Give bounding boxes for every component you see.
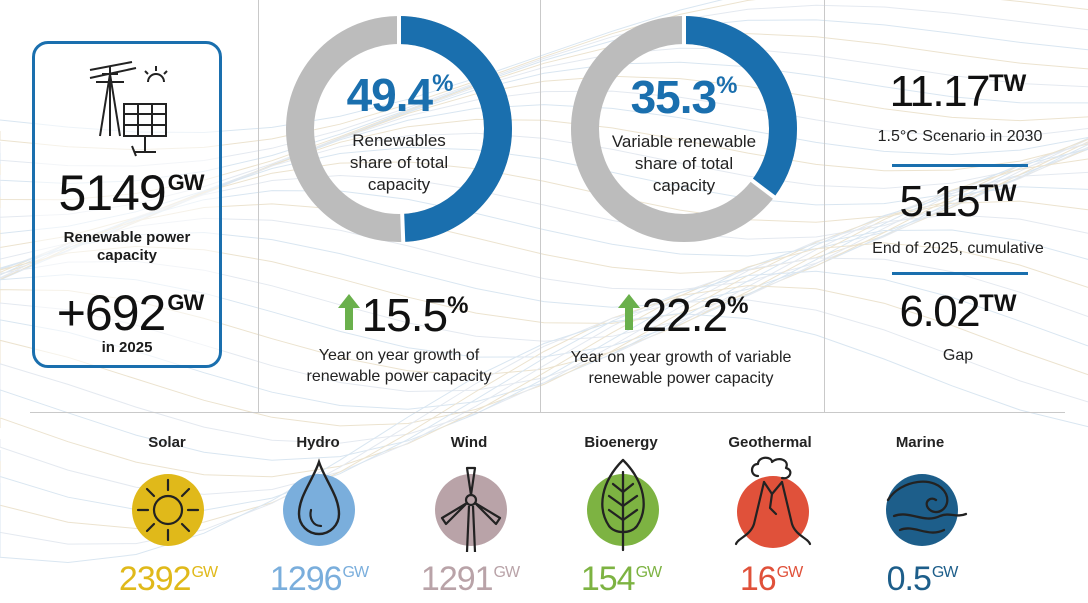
variable-share-unit: % [716, 72, 738, 99]
tech-unit-marine: GW [931, 564, 959, 581]
tech-number-marine: 0.5 [886, 560, 932, 598]
power-infrastructure-icon [89, 61, 168, 157]
tech-value-wind: 1291GW [390, 562, 550, 596]
background-wave-line [0, 229, 1088, 461]
renewables-share-number: 49.4 [346, 69, 434, 121]
wave-icon [886, 474, 968, 546]
variable-growth-label: Year on year growth of variable renewabl… [545, 347, 817, 389]
up-arrow-icon [337, 294, 360, 330]
separator-1 [258, 0, 259, 412]
variable-share-value: 35.3% [584, 70, 784, 124]
wind-turbine-icon [435, 466, 507, 553]
tech-number-geothermal: 16 [739, 560, 777, 598]
variable-growth-unit: % [727, 292, 749, 319]
variable-growth-label-line-2: renewable power capacity [588, 370, 774, 387]
tech-name-hydro: Hydro [296, 434, 340, 451]
tech-number-hydro: 1296 [269, 560, 343, 598]
leaf-icon [587, 458, 659, 552]
renewables-share-donut [286, 16, 512, 242]
tech-number-wind: 1291 [420, 560, 494, 598]
tech-number-solar: 2392 [118, 560, 192, 598]
renewables-share-label-line-2: share of total [349, 153, 449, 172]
renewables-growth-label-line-1: Year on year growth of [318, 347, 480, 364]
scenario-unit: TW [989, 70, 1027, 97]
tech-unit-solar: GW [191, 564, 219, 581]
renewables-growth-label-line-2: renewable power capacity [306, 368, 492, 385]
variable-share-label-line-3: capacity [652, 176, 716, 195]
added-capacity-label: in 2025 [101, 339, 153, 356]
added-capacity-value: +692GW [40, 288, 220, 338]
background-wave-line [0, 257, 1088, 495]
cumulative-unit: TW [979, 180, 1017, 207]
variable-growth: 22.2% [572, 292, 792, 338]
volcano-icon [734, 456, 812, 548]
tech-value-marine: 0.5GW [842, 562, 1002, 596]
gap-number: 6.02 [899, 287, 981, 336]
variable-share-label-line-1: Variable renewable [611, 132, 757, 151]
tech-name-wind: Wind [450, 434, 488, 451]
variable-share-label-line-2: share of total [634, 154, 734, 173]
tech-value-geothermal: 16GW [691, 562, 851, 596]
tech-name-bioenergy: Bioenergy [584, 434, 658, 451]
gap-label: Gap [942, 347, 974, 364]
variable-share-label: Variable renewable share of total capaci… [594, 131, 774, 197]
tech-name-geothermal: Geothermal [728, 434, 812, 451]
tech-number-bioenergy: 154 [580, 560, 636, 598]
added-capacity-unit: GW [167, 290, 204, 315]
separator-2 [540, 0, 541, 412]
tech-unit-wind: GW [493, 564, 521, 581]
target-divider-1 [892, 164, 1028, 167]
donut-slice-gap [400, 212, 406, 242]
variable-growth-label-line-1: Year on year growth of variable [570, 349, 792, 366]
scenario-number: 11.17 [889, 67, 991, 116]
renewables-growth: 15.5% [292, 292, 512, 338]
renewables-growth-unit: % [447, 292, 469, 319]
sun-icon [132, 474, 204, 546]
background-wave-line [0, 214, 1088, 444]
background-wave-line [0, 285, 1088, 530]
tech-unit-hydro: GW [342, 564, 370, 581]
capacity-value: 5149GW [46, 168, 216, 218]
scenario-value: 11.17TW [838, 70, 1078, 114]
cumulative-value: 5.15TW [838, 180, 1078, 224]
capacity-label: Renewable power capacity [63, 229, 191, 264]
variable-share-number: 35.3 [630, 71, 718, 123]
renewables-growth-number: 15.5 [361, 289, 449, 341]
gap-unit: TW [979, 290, 1017, 317]
cumulative-label: End of 2025, cumulative [872, 240, 1044, 257]
tech-value-solar: 2392GW [88, 562, 248, 596]
scenario-label: 1.5°C Scenario in 2030 [877, 128, 1043, 145]
background-wave-line [0, 312, 1088, 564]
row-divider [30, 412, 1065, 413]
capacity-unit: GW [167, 170, 205, 195]
separator-3 [824, 0, 825, 412]
renewables-share-unit: % [432, 70, 454, 97]
tech-name-solar: Solar [148, 434, 186, 451]
added-capacity-number: +692 [56, 285, 167, 341]
renewables-share-label-line-3: capacity [367, 175, 431, 194]
tech-unit-geothermal: GW [776, 564, 804, 581]
renewables-growth-label: Year on year growth of renewable power c… [268, 345, 530, 387]
renewables-share-label-line-1: Renewables [352, 131, 446, 150]
tech-unit-bioenergy: GW [635, 564, 663, 581]
tech-value-hydro: 1296GW [239, 562, 399, 596]
variable-renewable-share-donut [571, 16, 797, 242]
cumulative-number: 5.15 [899, 177, 981, 226]
capacity-number: 5149 [58, 165, 166, 221]
background-wave-line [0, 270, 1088, 511]
gap-value: 6.02TW [838, 290, 1078, 334]
renewables-share-value: 49.4% [300, 68, 500, 122]
background-wave-line [0, 242, 1088, 478]
water-drop-icon [283, 458, 355, 546]
target-divider-2 [892, 272, 1028, 275]
background-wave-line [0, 299, 1088, 545]
donut-slice-gap [749, 178, 777, 200]
tech-name-marine: Marine [895, 434, 945, 451]
renewables-share-label: Renewables share of total capacity [309, 130, 489, 196]
up-arrow-icon [617, 294, 640, 330]
capacity-card [32, 41, 222, 368]
tech-value-bioenergy: 154GW [541, 562, 701, 596]
variable-growth-number: 22.2 [641, 289, 729, 341]
